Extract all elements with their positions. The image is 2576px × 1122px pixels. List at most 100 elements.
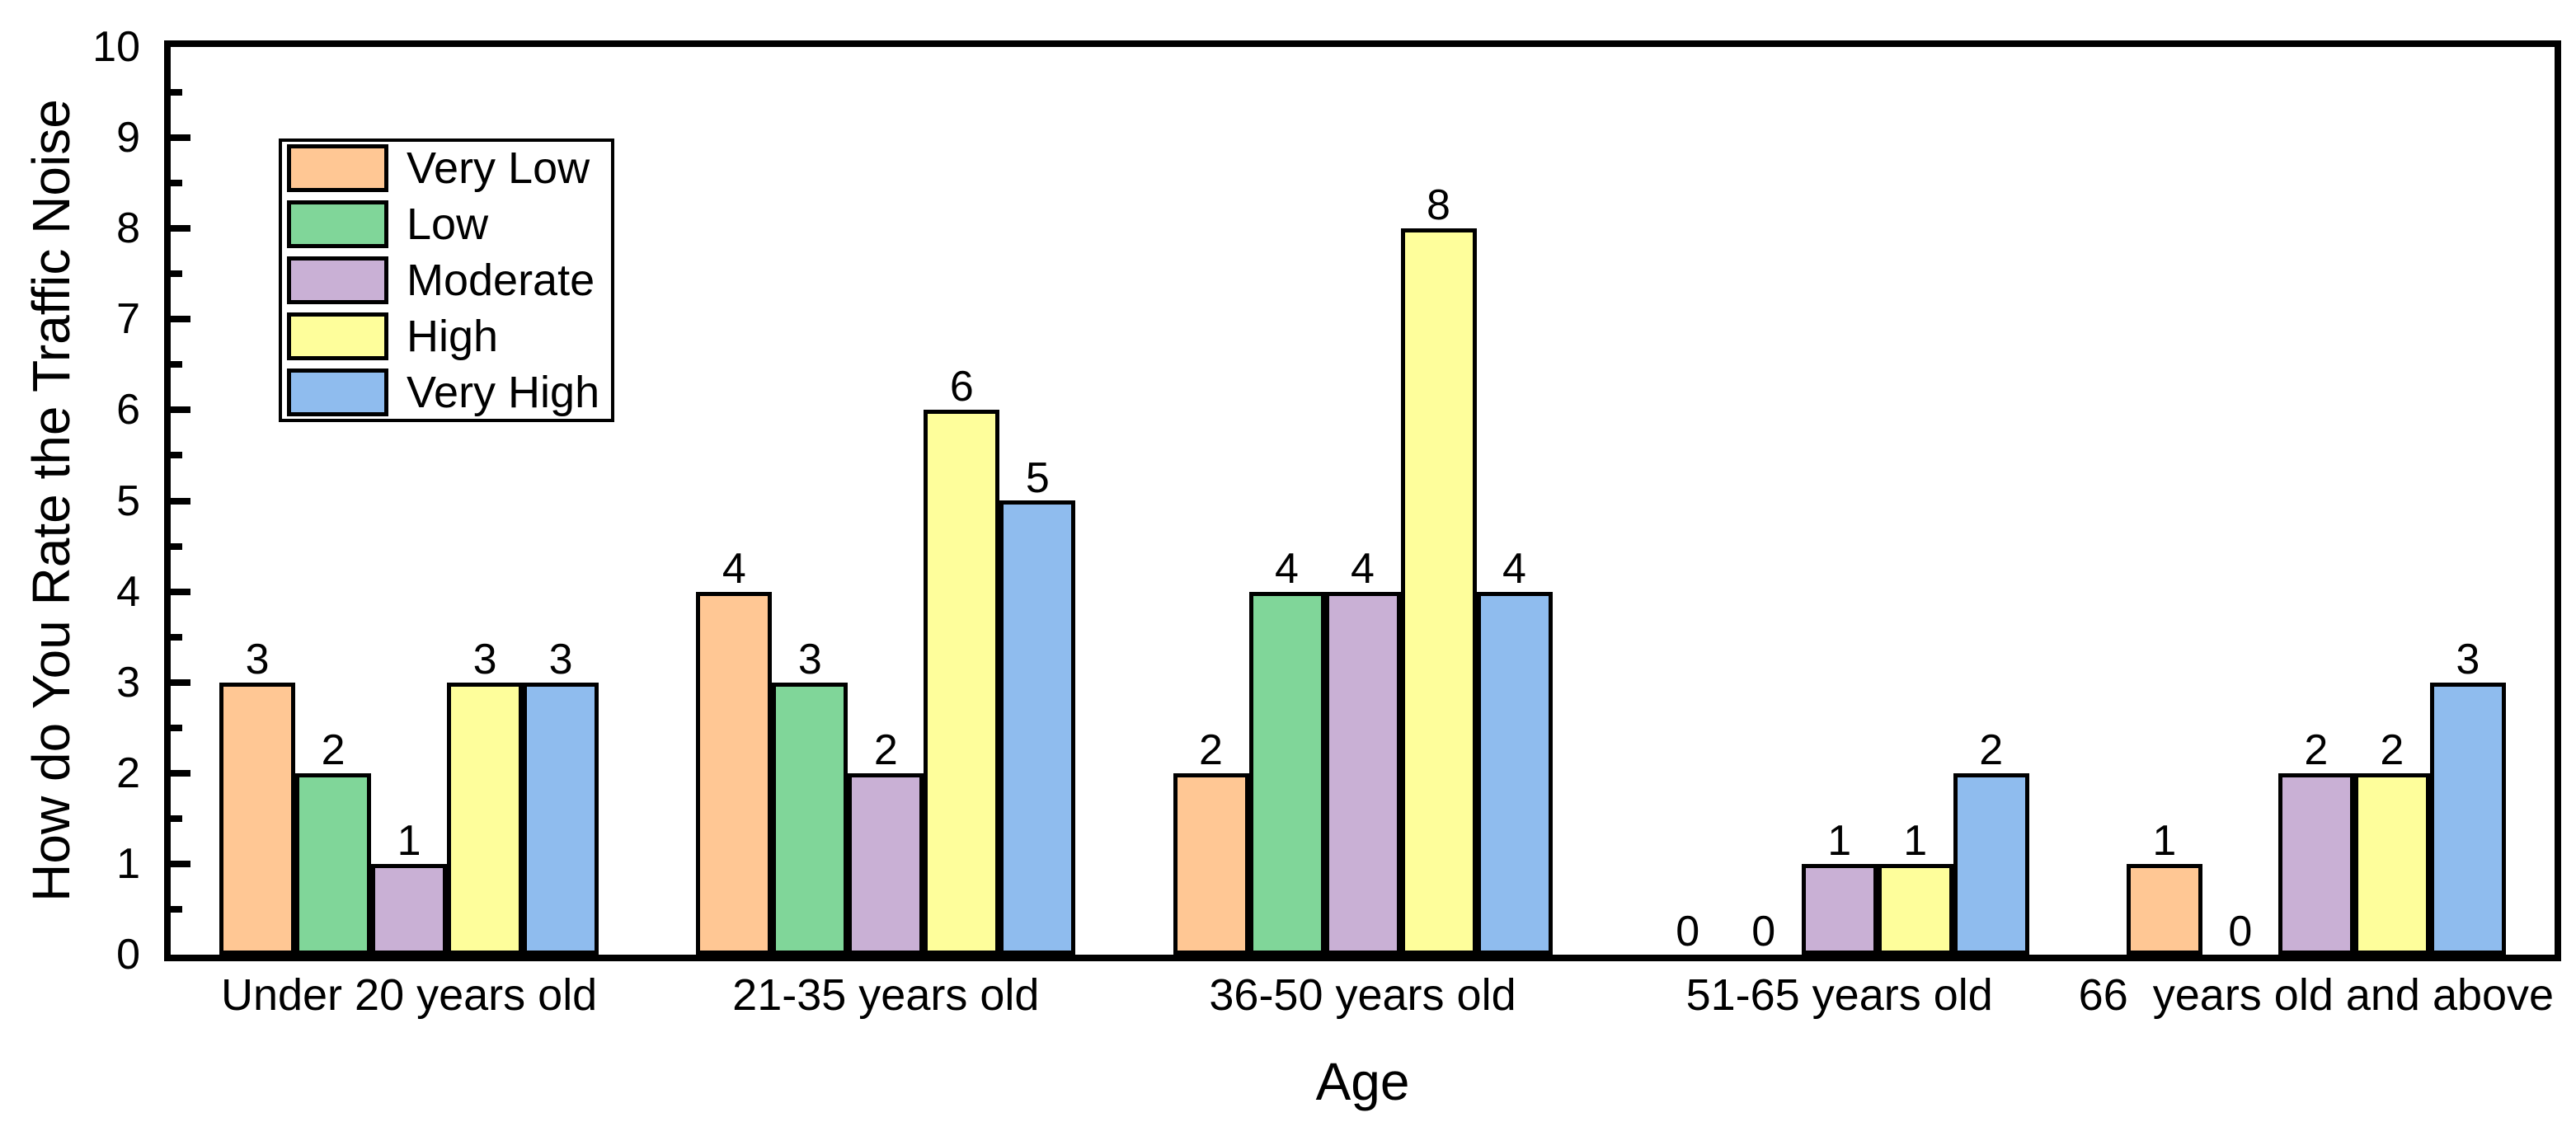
bar-moderate-21-35-years-old (848, 773, 924, 955)
bar-value-label-low-51-65-years-old: 0 (1751, 908, 1776, 955)
bar-very-high-36-50-years-old (1476, 592, 1553, 955)
y-tick-label-3: 3 (116, 658, 140, 707)
legend-label-very-low: Very Low (407, 143, 590, 193)
plot-area: 3 2 1 3 3 4 3 2 6 5 2 4 4 8 4 0 0 1 1 2 1 0 2 2 3 (164, 40, 2561, 961)
legend-swatch-moderate (287, 256, 388, 304)
legend-swatch-low (287, 200, 388, 248)
y-minor-tick-7.5 (171, 270, 182, 278)
y-tick-label-9: 9 (116, 114, 140, 162)
bar-very-low-under-20-years-old (219, 683, 296, 955)
legend-item-very-low: Very Low (287, 144, 611, 192)
y-major-tick-6 (171, 406, 190, 414)
y-minor-tick-4.5 (171, 542, 182, 550)
y-tick-label-0: 0 (116, 931, 140, 979)
bar-value-label-high-21-35-years-old: 6 (949, 363, 974, 411)
y-tick-label-6: 6 (116, 386, 140, 434)
y-major-tick-9 (171, 134, 190, 142)
bar-value-label-very-high-36-50-years-old: 4 (1502, 544, 1526, 593)
bar-value-label-moderate-under-20-years-old: 1 (397, 816, 421, 865)
bar-value-label-low-66-years-old-and-above: 0 (2228, 908, 2253, 955)
bar-high-66-years-old-and-above (2353, 773, 2430, 955)
bar-value-label-very-low-66-years-old-and-above: 1 (2152, 816, 2177, 865)
bar-high-under-20-years-old (447, 683, 524, 955)
bar-value-label-low-21-35-years-old: 3 (797, 635, 822, 683)
bar-value-label-very-high-51-65-years-old: 2 (1979, 725, 2004, 774)
legend-label-moderate: Moderate (407, 256, 595, 305)
legend-swatch-very-high (287, 369, 388, 416)
y-minor-tick-0.5 (171, 905, 182, 913)
bar-value-label-moderate-21-35-years-old: 2 (873, 725, 898, 774)
bar-high-51-65-years-old (1877, 864, 1953, 955)
x-category-label-21-35-years-old: 21-35 years old (732, 970, 1040, 1020)
bar-high-21-35-years-old (924, 410, 1000, 955)
bar-very-low-66-years-old-and-above (2126, 864, 2202, 955)
bar-value-label-moderate-36-50-years-old: 4 (1351, 544, 1375, 593)
bar-value-label-high-66-years-old-and-above: 2 (2380, 725, 2404, 774)
legend-label-low: Low (407, 200, 489, 249)
x-category-label-36-50-years-old: 36-50 years old (1209, 970, 1516, 1020)
bar-low-21-35-years-old (772, 683, 848, 955)
y-tick-label-8: 8 (116, 204, 140, 253)
y-minor-tick-5.5 (171, 452, 182, 459)
legend-item-low: Low (287, 200, 611, 248)
x-axis-title: Age (1315, 1052, 1410, 1111)
legend-item-moderate: Moderate (287, 256, 611, 304)
bar-very-high-under-20-years-old (523, 683, 599, 955)
bar-value-label-very-low-under-20-years-old: 3 (245, 635, 270, 683)
bar-moderate-51-65-years-old (1801, 864, 1878, 955)
bar-very-high-66-years-old-and-above (2429, 683, 2506, 955)
bar-high-36-50-years-old (1400, 228, 1477, 955)
y-minor-tick-3.5 (171, 633, 182, 641)
bar-value-label-very-high-under-20-years-old: 3 (548, 635, 573, 683)
bar-value-label-low-36-50-years-old: 4 (1275, 544, 1299, 593)
y-major-tick-8 (171, 225, 190, 232)
y-major-tick-2 (171, 769, 190, 777)
bar-value-label-very-high-66-years-old-and-above: 3 (2456, 635, 2480, 683)
bar-value-label-very-high-21-35-years-old: 5 (1025, 453, 1050, 502)
legend-item-high: High (287, 312, 611, 360)
bar-moderate-36-50-years-old (1324, 592, 1401, 955)
bar-value-label-moderate-66-years-old-and-above: 2 (2304, 725, 2329, 774)
y-major-tick-5 (171, 497, 190, 505)
y-minor-tick-1.5 (171, 815, 182, 822)
bar-low-36-50-years-old (1248, 592, 1325, 955)
y-major-tick-3 (171, 678, 190, 686)
legend-item-very-high: Very High (287, 369, 611, 416)
bar-value-label-high-51-65-years-old: 1 (1903, 816, 1928, 865)
bar-value-label-low-under-20-years-old: 2 (321, 725, 346, 774)
bar-moderate-66-years-old-and-above (2278, 773, 2354, 955)
bar-very-high-51-65-years-old (1953, 773, 2029, 955)
y-tick-label-4: 4 (116, 567, 140, 616)
x-category-label-under-20-years-old: Under 20 years old (220, 970, 598, 1020)
bar-low-under-20-years-old (295, 773, 372, 955)
y-tick-label-5: 5 (116, 476, 140, 525)
x-category-label-51-65-years-old: 51-65 years old (1685, 970, 1993, 1020)
bar-very-low-36-50-years-old (1173, 773, 1249, 955)
x-category-label-66-years-old-and-above: 66 years old and above (2078, 970, 2555, 1020)
y-major-tick-1 (171, 860, 190, 867)
y-minor-tick-8.5 (171, 180, 182, 187)
bar-very-high-21-35-years-old (999, 500, 1076, 955)
bar-value-label-very-low-51-65-years-old: 0 (1676, 908, 1700, 955)
y-minor-tick-9.5 (171, 89, 182, 96)
y-tick-label-2: 2 (116, 749, 140, 797)
bar-value-label-very-low-21-35-years-old: 4 (722, 544, 746, 593)
y-tick-label-10: 10 (92, 23, 140, 71)
y-tick-label-1: 1 (116, 839, 140, 888)
y-minor-tick-6.5 (171, 361, 182, 369)
y-major-tick-4 (171, 588, 190, 595)
y-minor-tick-2.5 (171, 724, 182, 731)
bar-value-label-high-under-20-years-old: 3 (472, 635, 497, 683)
y-tick-label-7: 7 (116, 295, 140, 344)
bar-moderate-under-20-years-old (371, 864, 448, 955)
legend-swatch-high (287, 312, 388, 360)
legend: Very Low Low Moderate High Very High (279, 138, 614, 422)
legend-swatch-very-low (287, 144, 388, 192)
bar-value-label-very-low-36-50-years-old: 2 (1199, 725, 1223, 774)
legend-label-high: High (407, 312, 499, 361)
y-major-tick-7 (171, 316, 190, 323)
legend-label-very-high: Very High (407, 368, 600, 417)
bar-very-low-21-35-years-old (696, 592, 773, 955)
bar-value-label-moderate-51-65-years-old: 1 (1827, 816, 1852, 865)
